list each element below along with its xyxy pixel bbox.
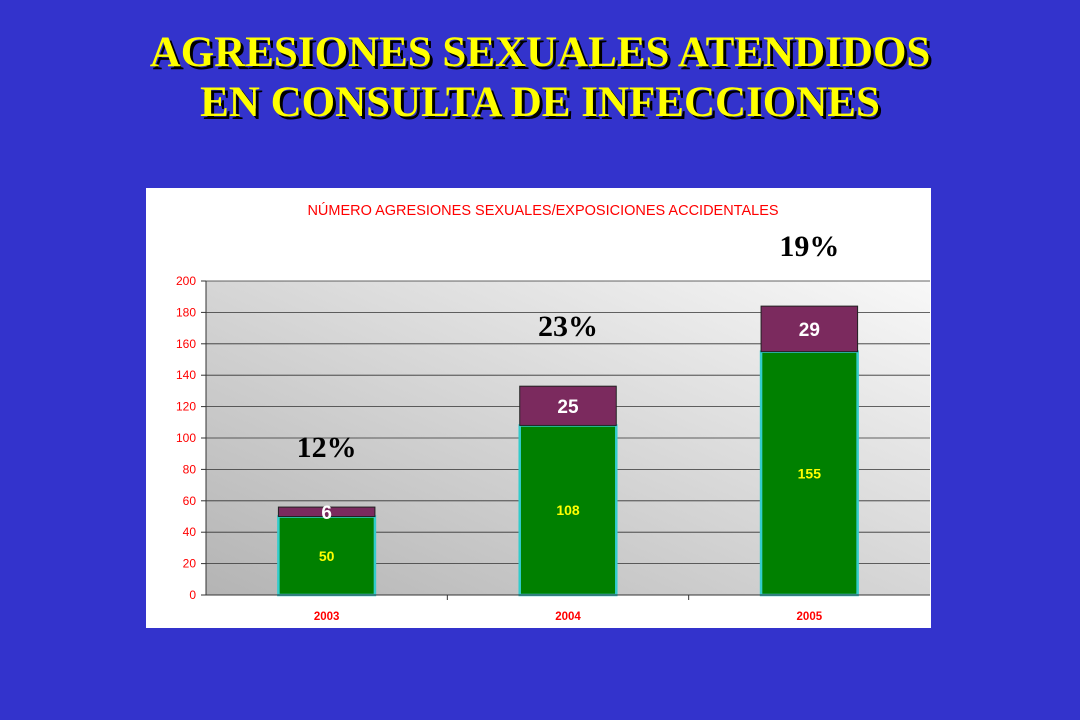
bar-base-value-label: 155 (798, 465, 822, 481)
bar-base-value-label: 108 (556, 502, 580, 518)
slide-title-line-1: AGRESIONES SEXUALES ATENDIDOS (149, 29, 931, 76)
y-tick-label: 200 (176, 274, 196, 288)
bar-top-segment (519, 385, 617, 426)
y-tick-label: 140 (176, 368, 196, 382)
y-tick-label: 180 (176, 305, 196, 319)
x-tick-label: 2004 (555, 611, 581, 623)
percentage-annotation: 23% (538, 310, 598, 343)
y-tick-label: 20 (183, 557, 197, 571)
bar-top-segment (277, 506, 376, 517)
y-tick-label: 160 (176, 337, 196, 351)
bar-top-value-label: 6 (321, 503, 332, 524)
chart-panel: NÚMERO AGRESIONES SEXUALES/EXPOSICIONES … (146, 188, 931, 628)
bar-top-value-label: 25 (557, 397, 579, 418)
y-tick-label: 40 (183, 525, 197, 539)
percentage-annotation: 19% (779, 230, 839, 263)
bar-top-segment (760, 305, 859, 353)
y-tick-label: 60 (183, 494, 197, 508)
percentage-annotations: 12% 23% 19% (297, 230, 840, 464)
slide-title-line-2: EN CONSULTA DE INFECCIONES (200, 79, 880, 126)
y-tick-label: 120 (176, 400, 196, 414)
y-tick-label: 100 (176, 431, 196, 445)
percentage-annotation: 12% (297, 431, 357, 464)
chart-title: NÚMERO AGRESIONES SEXUALES/EXPOSICIONES … (307, 202, 778, 219)
y-axis-ticks: 0 20 40 60 80 100 120 140 160 180 200 (176, 274, 207, 602)
y-tick-label: 0 (189, 588, 196, 602)
bar-base-segment (518, 424, 618, 597)
bar-base-segment (759, 350, 859, 597)
slide-title: AGRESIONES SEXUALES ATENDIDOS EN CONSULT… (0, 28, 1080, 128)
x-axis: 2003 2004 2005 (206, 594, 930, 623)
bars: 50 6 108 25 155 29 (277, 305, 859, 597)
bar-base-value-label: 50 (319, 548, 335, 564)
x-tick-label: 2005 (797, 611, 823, 623)
bar-top-value-label: 29 (799, 320, 820, 341)
x-tick-label: 2003 (314, 611, 340, 623)
bar-chart: NÚMERO AGRESIONES SEXUALES/EXPOSICIONES … (176, 202, 930, 623)
y-tick-label: 80 (183, 462, 197, 476)
